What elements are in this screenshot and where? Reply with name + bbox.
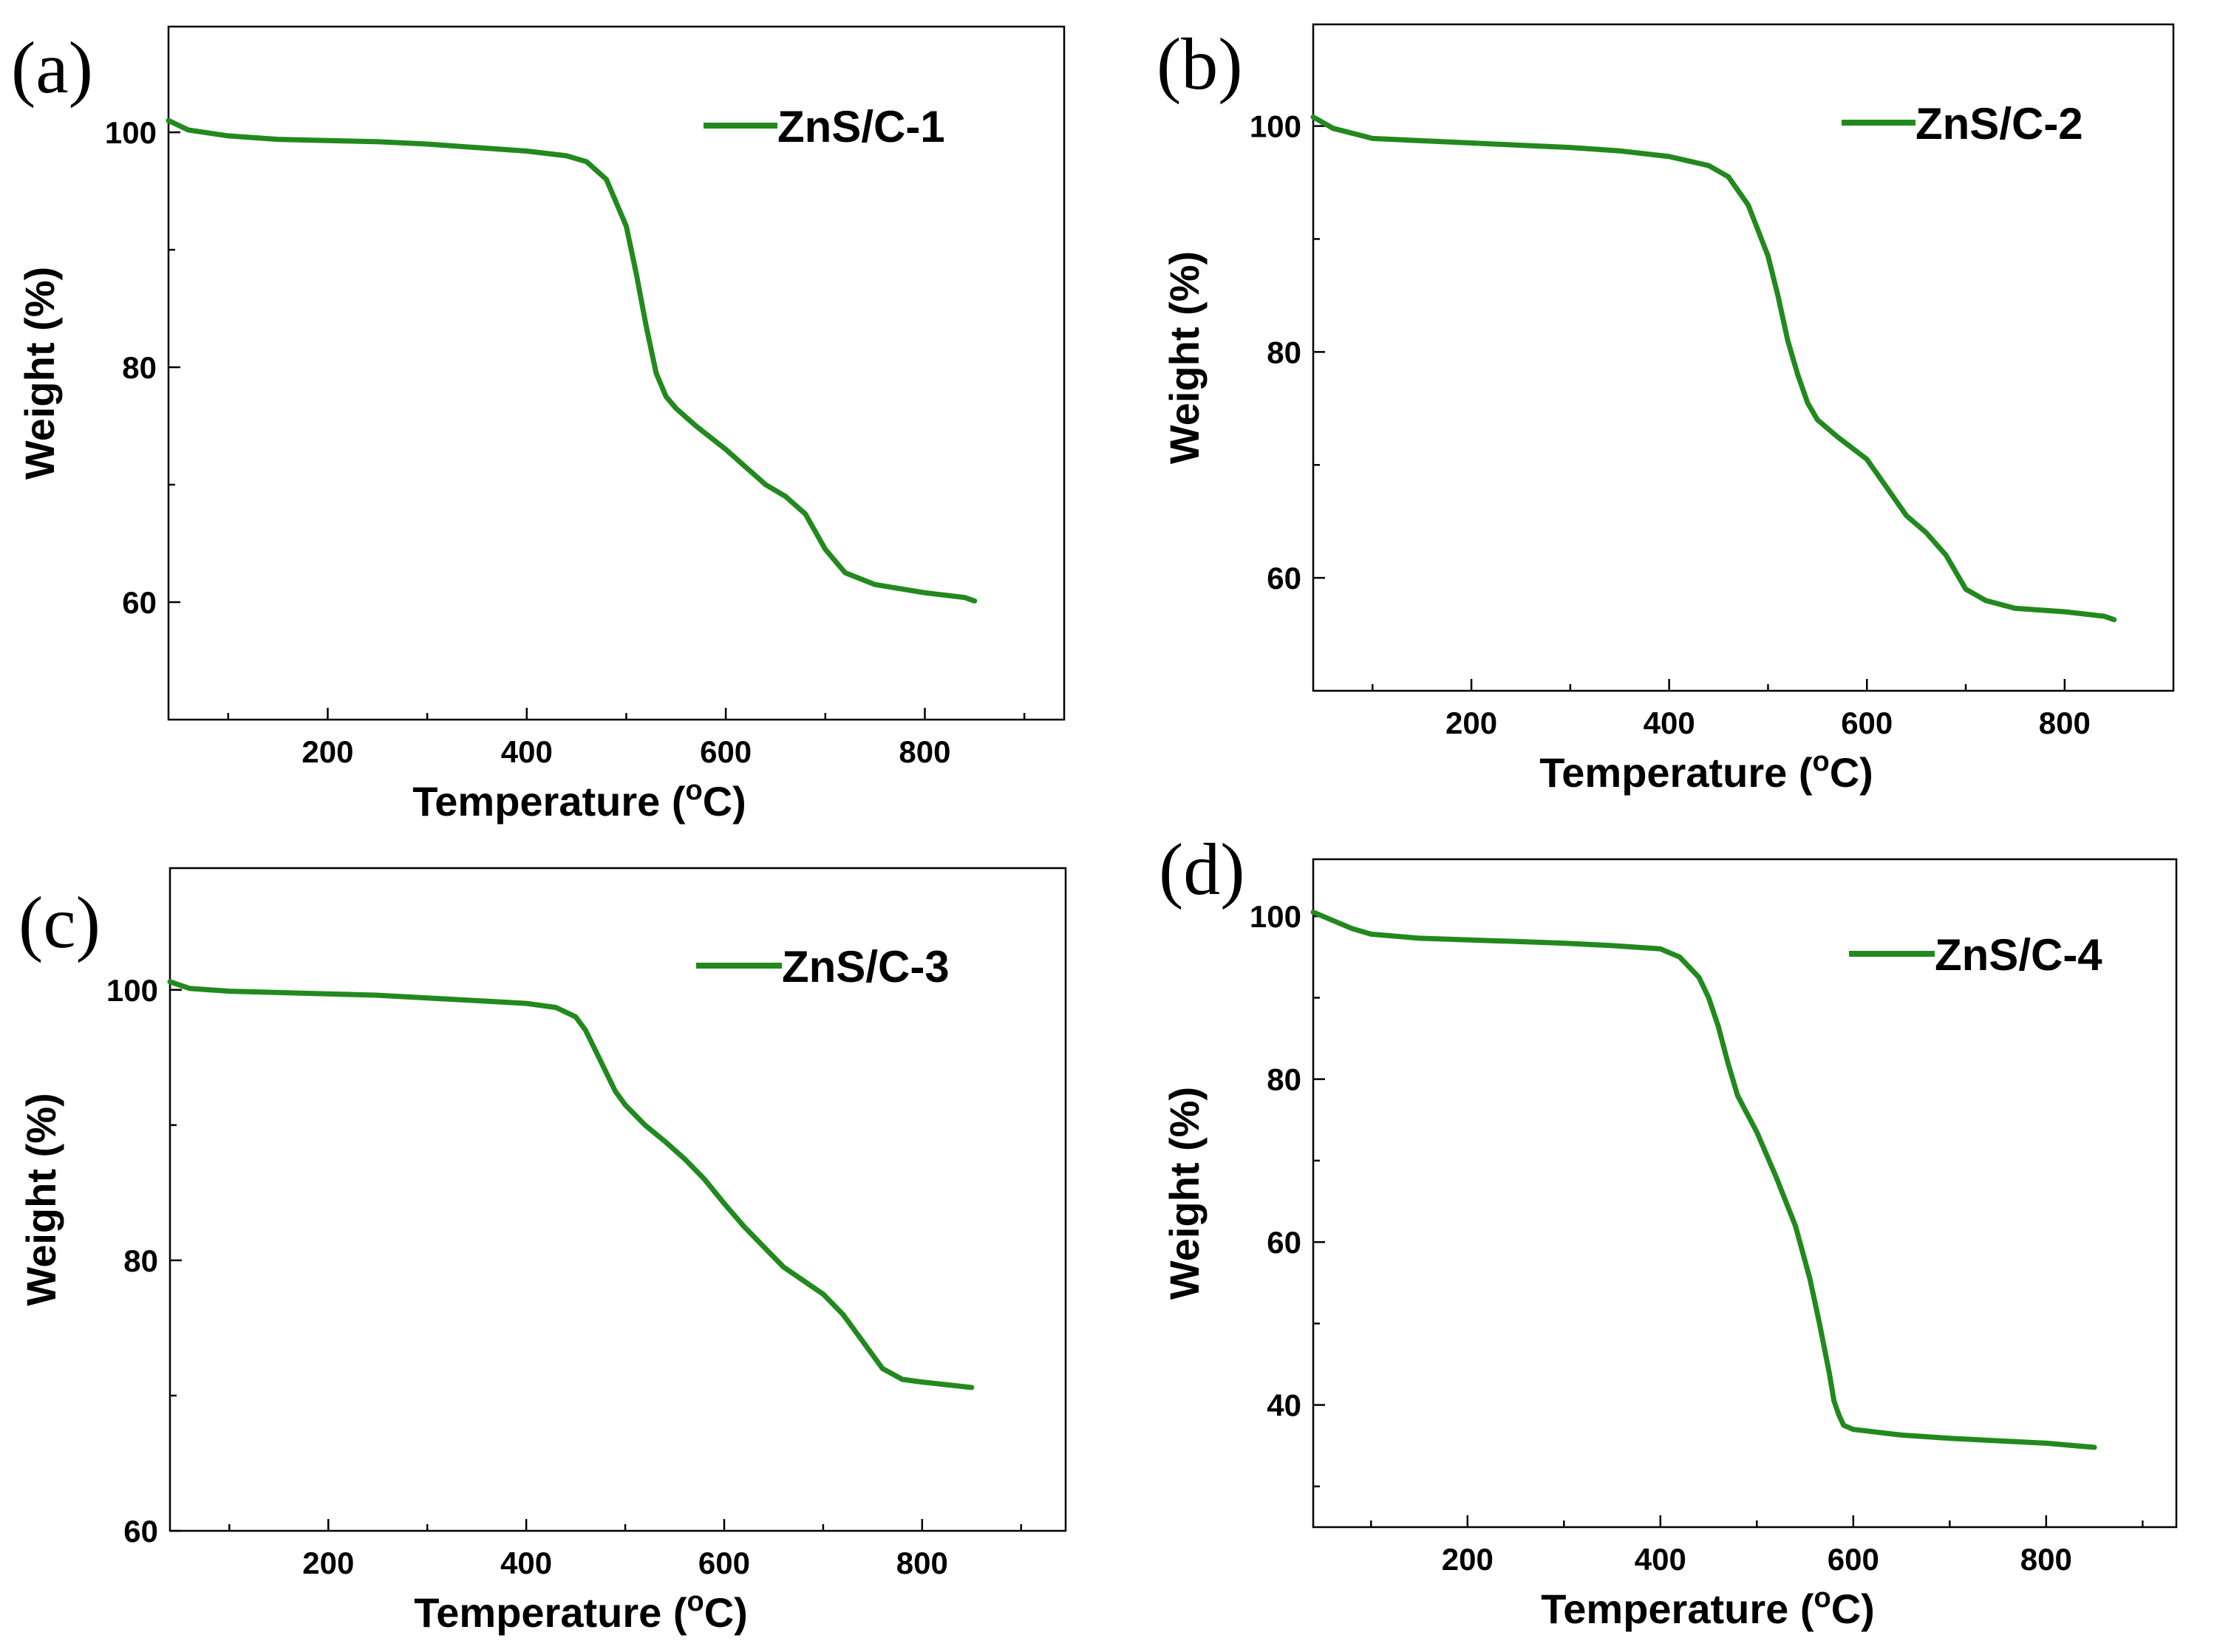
x-tick-label-400: 400 [501, 734, 553, 769]
legend-label-c: ZnS/C-3 [782, 942, 950, 991]
x-tick-label-800: 800 [896, 1546, 948, 1580]
panel-b: 200 400 600 800 60 80 100 Temperature (oC) Weigh… [1157, 23, 2175, 796]
y-tick-label-80: 80 [123, 1243, 158, 1278]
y-tick-label-60: 60 [122, 585, 157, 620]
x-tick-label-400: 400 [1635, 1542, 1686, 1577]
y-tick-label-60: 60 [123, 1514, 158, 1549]
y-tick-label-80: 80 [1267, 335, 1301, 369]
panel-letter-c: (c) [18, 881, 101, 963]
y-tick-label-60: 60 [1267, 1225, 1301, 1260]
x-tick-label-200: 200 [302, 734, 353, 769]
x-tick-label-400: 400 [1644, 706, 1695, 740]
x-axis-title-b: Temperature (oC) [1539, 746, 1873, 796]
x-tick-label-800: 800 [2020, 1542, 2072, 1577]
legend-label-b: ZnS/C-2 [1915, 99, 2083, 149]
x-tick-label-200: 200 [1442, 1542, 1494, 1577]
y-tick-label-40: 40 [1267, 1388, 1301, 1423]
y-tick-label-100: 100 [105, 115, 157, 150]
x-axis-title-c: Temperature (oC) [414, 1586, 748, 1636]
plot-frame-c [168, 867, 1067, 1532]
legend-label-d: ZnS/C-4 [1935, 930, 2102, 980]
x-tick-label-600: 600 [1828, 1542, 1879, 1577]
series-line-b [1310, 114, 2117, 623]
series-line-d [1310, 909, 2097, 1450]
x-axis-title-a: Temperature (oC) [412, 775, 746, 825]
y-tick-label-100: 100 [1250, 899, 1301, 934]
panel-a: 200 400 600 800 60 80 100 Temperature (oC) Weigh… [11, 25, 1066, 825]
panel-letter-b: (b) [1157, 23, 1243, 105]
plot-frame-d [1312, 858, 2178, 1529]
panel-letter-a: (a) [11, 27, 93, 109]
y-axis-title-d: Weight (%) [1161, 1087, 1208, 1300]
x-tick-label-600: 600 [700, 734, 752, 769]
x-tick-label-200: 200 [302, 1546, 354, 1580]
plot-frame-b [1312, 23, 2175, 692]
x-tick-label-800: 800 [899, 734, 950, 769]
y-axis-title-b: Weight (%) [1161, 251, 1208, 464]
y-axis-title-a: Weight (%) [16, 267, 63, 479]
x-tick-label-200: 200 [1445, 706, 1497, 740]
plot-frame-a [167, 25, 1066, 721]
series-line-a [166, 117, 978, 604]
x-tick-label-600: 600 [698, 1546, 750, 1580]
panel-c: 200 400 600 800 60 80 100 Temperature (oC) Weigh… [18, 867, 1067, 1636]
y-tick-label-80: 80 [1267, 1062, 1301, 1097]
x-tick-label-600: 600 [1841, 706, 1893, 740]
legend-label-a: ZnS/C-1 [777, 102, 945, 151]
y-tick-label-60: 60 [1267, 561, 1301, 595]
y-axis-title-c: Weight (%) [18, 1093, 64, 1305]
x-tick-label-400: 400 [500, 1546, 552, 1580]
y-tick-label-100: 100 [1250, 109, 1301, 144]
x-axis-title-d: Temperature (oC) [1541, 1583, 1875, 1632]
panel-d: 200 400 600 800 40 60 80 100 Temperature (oC) Wei… [1159, 828, 2178, 1632]
panel-letter-d: (d) [1159, 828, 1245, 910]
y-tick-label-80: 80 [122, 350, 157, 385]
series-line-c [167, 979, 975, 1390]
y-tick-label-100: 100 [106, 973, 158, 1008]
x-tick-label-800: 800 [2039, 706, 2091, 740]
